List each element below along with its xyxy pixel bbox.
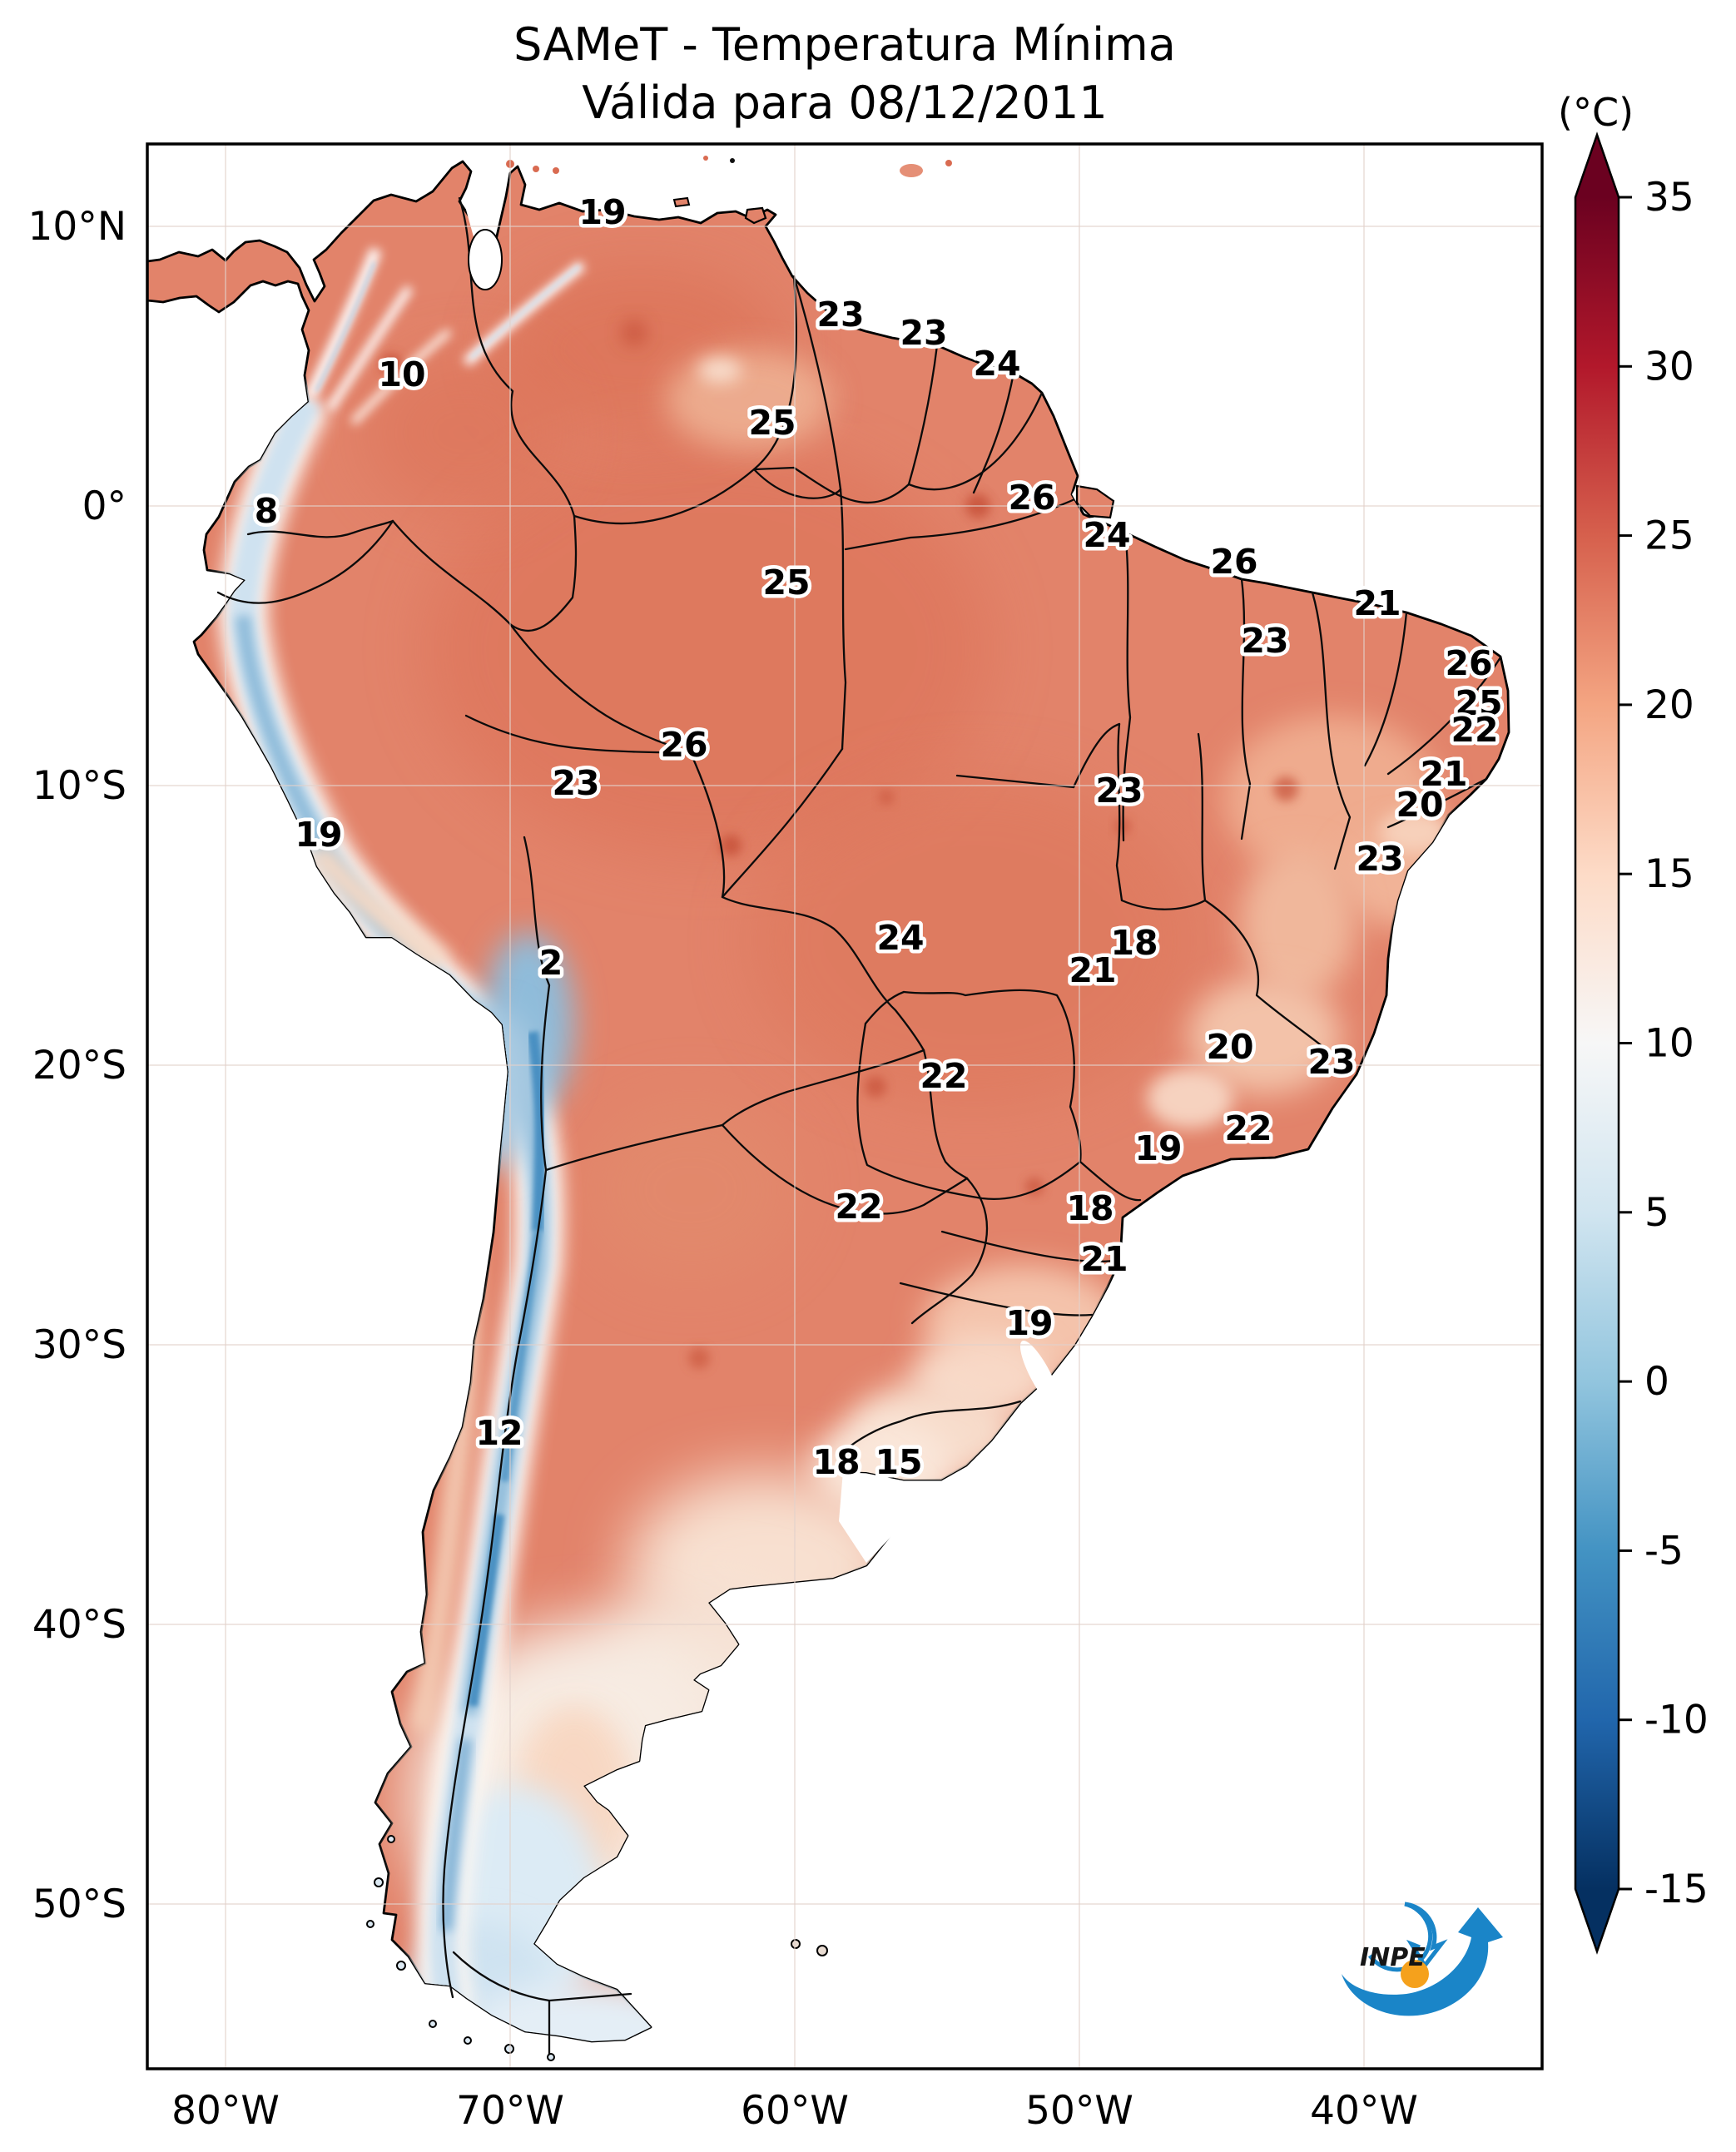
colorbar-tick-label: 10 xyxy=(1644,1021,1694,1067)
colorbar-tick-label: 0 xyxy=(1644,1359,1669,1405)
colorbar-unit-label: (°C) xyxy=(1558,90,1634,135)
temp-label: 24 xyxy=(973,344,1020,384)
colorbar-tick-label: 5 xyxy=(1644,1190,1669,1236)
south-america-landmass xyxy=(146,160,1510,2043)
temp-label: 26 xyxy=(1445,643,1492,683)
x-axis-tick-label: 70°W xyxy=(456,2088,564,2134)
colorbar: 35 30 25 20 15 10 5 0 -5 -10 -15 xyxy=(1574,131,1709,1955)
colorbar-tick-label: -15 xyxy=(1644,1867,1709,1912)
temp-label: 19 xyxy=(295,815,342,855)
inpe-swoosh-arrow xyxy=(1342,1907,1503,2016)
temp-label: 24 xyxy=(1083,515,1130,555)
y-axis-tick-label: 30°S xyxy=(32,1322,126,1368)
axis-labels: 80°W 70°W 60°W 50°W 40°W 10°N 0° 10°S 20°S 30°S 40… xyxy=(28,204,1418,2134)
x-axis-tick-label: 50°W xyxy=(1025,2088,1133,2134)
temp-label: 20 xyxy=(1206,1027,1253,1067)
y-axis-tick-label: 10°S xyxy=(32,763,126,809)
temp-label: 26 xyxy=(660,725,707,765)
colorbar-tick-label: 35 xyxy=(1644,175,1694,221)
temp-label: 20 xyxy=(1396,785,1443,825)
temp-label: 23 xyxy=(1095,771,1143,811)
colorbar-tick-label: -10 xyxy=(1644,1698,1709,1743)
x-axis-tick-label: 80°W xyxy=(171,2088,280,2134)
temp-label: 23 xyxy=(1356,839,1403,879)
y-axis-tick-label: 10°N xyxy=(28,204,126,250)
temp-label: 19 xyxy=(1134,1128,1182,1168)
inpe-logo-text: INPE xyxy=(1360,1943,1426,1972)
temp-label: 23 xyxy=(1241,621,1288,661)
temp-label: 24 xyxy=(876,918,924,958)
temp-label: 10 xyxy=(378,355,425,394)
temp-label: 22 xyxy=(1451,710,1498,750)
temp-label: 21 xyxy=(1080,1239,1128,1279)
temp-label: 18 xyxy=(812,1442,860,1482)
temp-label: 23 xyxy=(900,313,947,353)
temp-label: 18 xyxy=(1066,1188,1114,1228)
inpe-orange-dot xyxy=(1401,1960,1429,1988)
temp-label: 25 xyxy=(1455,683,1502,723)
islands xyxy=(366,156,1115,2061)
temp-label: 22 xyxy=(920,1056,967,1096)
y-axis-tick-label: 40°S xyxy=(32,1602,126,1648)
temp-label: 21 xyxy=(1069,950,1116,990)
temp-label: 26 xyxy=(1210,542,1257,582)
colorbar-tick-label: 30 xyxy=(1644,344,1694,389)
temp-label: 23 xyxy=(816,295,864,335)
colorbar-tick-label: 20 xyxy=(1644,682,1694,728)
inpe-orbit-arrowhead xyxy=(1404,1902,1448,1970)
temp-label: 21 xyxy=(1420,754,1467,794)
temp-label: 26 xyxy=(1008,478,1055,518)
graticule xyxy=(147,144,1542,2069)
x-axis-tick-label: 60°W xyxy=(741,2088,849,2134)
temp-label: 19 xyxy=(1005,1303,1053,1343)
y-axis-tick-label: 50°S xyxy=(32,1882,126,1927)
water-features xyxy=(466,210,1087,1563)
temp-label: 18 xyxy=(1110,923,1158,963)
temp-label: 23 xyxy=(1307,1042,1355,1082)
temp-label: 2 xyxy=(539,943,563,983)
temp-label: 12 xyxy=(475,1413,523,1453)
temp-label: 22 xyxy=(1224,1108,1272,1148)
temp-label: 8 xyxy=(255,491,279,531)
temp-label: 23 xyxy=(552,763,599,803)
temp-label: 21 xyxy=(1353,583,1401,623)
inpe-orbit-arc xyxy=(1367,1902,1433,1972)
temp-label: 25 xyxy=(748,403,796,443)
page-subtitle-date: Válida para 08/12/2011 xyxy=(582,77,1108,129)
colorbar-tick-label: 25 xyxy=(1644,513,1694,559)
y-axis-tick-label: 0° xyxy=(82,483,126,529)
y-axis-tick-label: 20°S xyxy=(32,1043,126,1088)
temp-label: 15 xyxy=(875,1442,922,1482)
page-title: SAMeT - Temperatura Mínima xyxy=(513,18,1176,71)
x-axis-tick-label: 40°W xyxy=(1310,2088,1418,2134)
map-frame xyxy=(146,142,1544,2070)
temp-label: 25 xyxy=(762,563,810,602)
colorbar-tick-label: -5 xyxy=(1644,1528,1684,1574)
colorbar-tick-label: 15 xyxy=(1644,851,1694,897)
colorbar-gradient-bar xyxy=(1574,131,1620,1955)
temp-label: 22 xyxy=(835,1187,882,1227)
temp-label: 19 xyxy=(578,192,626,232)
inpe-logo: INPE xyxy=(1342,1902,1503,2016)
